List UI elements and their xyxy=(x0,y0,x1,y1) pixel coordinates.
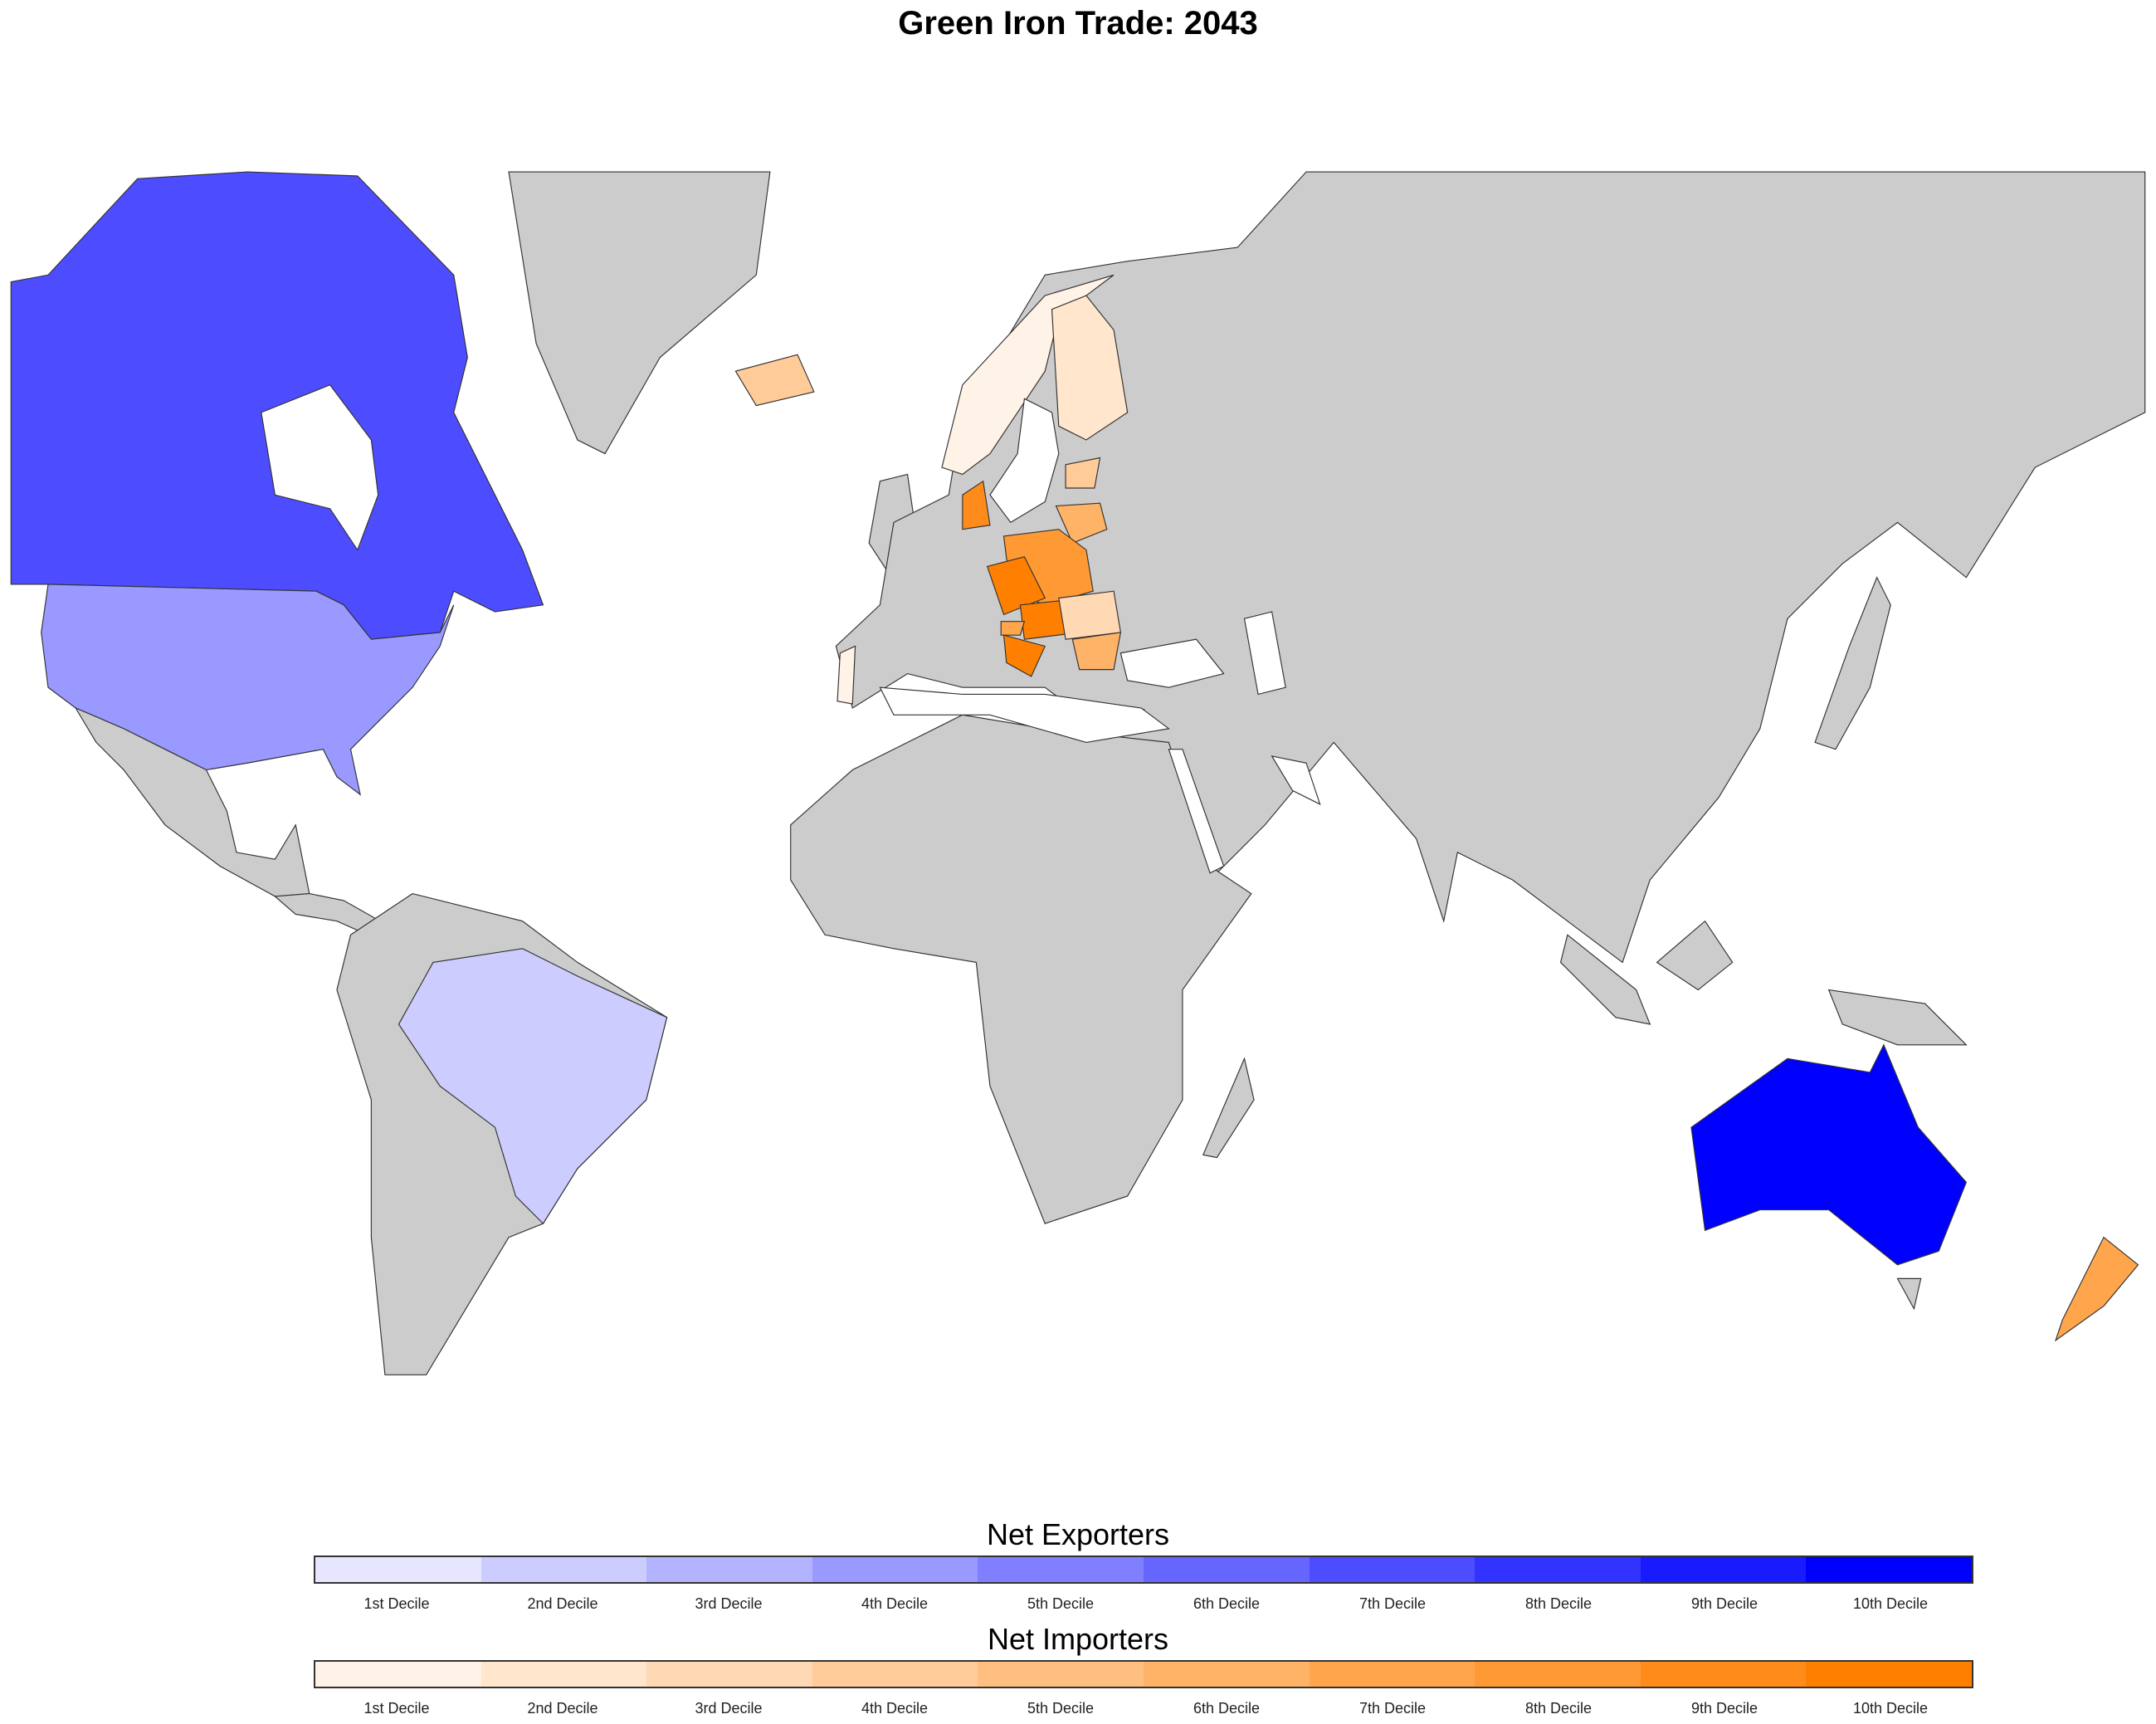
country-dnk xyxy=(962,480,991,530)
country-grl xyxy=(508,171,771,455)
legend-importers-title: Net Importers xyxy=(987,1622,1169,1656)
legend-importers-label-6: 6th Decile xyxy=(1193,1700,1261,1717)
legend-exporters-label-3: 3rd Decile xyxy=(695,1595,763,1612)
country-tas xyxy=(1896,1277,1922,1311)
legend-importers-swatch-8 xyxy=(1475,1662,1641,1687)
country-jpn xyxy=(1814,576,1891,750)
legend-exporters-swatch-10 xyxy=(1806,1557,1972,1582)
country-bra xyxy=(398,948,668,1225)
legend-exporters-swatch-1 xyxy=(315,1557,481,1582)
red-sea xyxy=(1168,749,1225,874)
legend-importers-swatch-2 xyxy=(480,1662,647,1687)
legend-importers-label-4: 4th Decile xyxy=(861,1700,929,1717)
legend-importers-swatch-1 xyxy=(315,1662,481,1687)
country-svn xyxy=(1000,621,1026,636)
legend-importers-label-1: 1st Decile xyxy=(363,1700,430,1717)
legend-exporters-swatch-9 xyxy=(1640,1557,1807,1582)
legend-importers-swatch-7 xyxy=(1309,1662,1476,1687)
caspian-sea xyxy=(1243,611,1286,696)
legend-exporters-label-8: 8th Decile xyxy=(1524,1595,1593,1612)
legend-importers-label-3: 3rd Decile xyxy=(695,1700,763,1717)
legend-exporters-colorbar xyxy=(314,1556,1973,1584)
legend-importers-label-5: 5th Decile xyxy=(1027,1700,1095,1717)
legend-exporters-swatch-4 xyxy=(812,1557,978,1582)
country-idn1 xyxy=(1559,934,1651,1025)
persian-gulf xyxy=(1271,755,1321,806)
legend-importers-label-2: 2nd Decile xyxy=(527,1700,598,1717)
country-hrv xyxy=(1002,634,1046,677)
country-prt xyxy=(837,645,856,705)
legend-importers-swatch-9 xyxy=(1640,1662,1807,1687)
baltic-sea xyxy=(989,398,1060,524)
country-cze xyxy=(986,556,1046,616)
country-aus xyxy=(1690,1043,1968,1266)
legend-importers-label-9: 9th Decile xyxy=(1690,1700,1758,1717)
country-est xyxy=(1065,457,1101,489)
black-sea xyxy=(1119,638,1225,688)
country-bgr xyxy=(1071,632,1122,671)
country-idn3 xyxy=(1827,989,1968,1046)
legend-exporters-labels: 1st Decile 2nd Decile 3rd Decile 4th Decile… xyxy=(314,1595,1973,1613)
country-idn2 xyxy=(1656,920,1734,991)
hudson-bay xyxy=(261,384,379,551)
country-afr xyxy=(790,714,1252,1224)
legend-importers-labels: 1st Decile 2nd Decile 3rd Decile 4th Decile… xyxy=(314,1700,1973,1717)
legend-exporters-label-1: 1st Decile xyxy=(363,1595,430,1612)
country-nor xyxy=(941,274,1115,476)
legend-exporters-swatch-8 xyxy=(1475,1557,1641,1582)
legend-exporters-title: Net Exporters xyxy=(986,1517,1170,1551)
country-rou xyxy=(1058,590,1122,640)
legend-exporters-swatch-2 xyxy=(480,1557,647,1582)
legend-importers-label-8: 8th Decile xyxy=(1524,1700,1593,1717)
legend-exporters-swatch-7 xyxy=(1309,1557,1476,1582)
legend-exporters-swatch-6 xyxy=(1143,1557,1310,1582)
legend-importers-swatch-6 xyxy=(1143,1662,1310,1687)
legend-exporters-label-2: 2nd Decile xyxy=(527,1595,598,1612)
country-isl xyxy=(734,354,815,407)
legend-exporters-label-5: 5th Decile xyxy=(1027,1595,1095,1612)
legend-exporters-label-9: 9th Decile xyxy=(1690,1595,1758,1612)
chart-title: Green Iron Trade: 2043 xyxy=(898,5,1258,42)
legend-importers-swatch-10 xyxy=(1806,1662,1972,1687)
country-can xyxy=(10,171,544,640)
legend-exporters-label-6: 6th Decile xyxy=(1193,1595,1261,1612)
legend-exporters-swatch-3 xyxy=(646,1557,812,1582)
country-ltu xyxy=(1055,502,1108,544)
legend-importers-label-10: 10th Decile xyxy=(1852,1700,1929,1717)
mediterranean-sea xyxy=(879,686,1170,743)
legend-exporters-label-7: 7th Decile xyxy=(1358,1595,1427,1612)
country-fin xyxy=(1051,295,1129,441)
country-mdg xyxy=(1202,1057,1255,1159)
legend-exporters-swatch-5 xyxy=(978,1557,1144,1582)
legend-importers-swatch-3 xyxy=(646,1662,812,1687)
legend-importers-colorbar xyxy=(314,1660,1973,1688)
legend-importers-swatch-4 xyxy=(812,1662,978,1687)
country-mex xyxy=(74,706,310,897)
country-nzl xyxy=(2054,1236,2139,1342)
legend-importers-swatch-5 xyxy=(978,1662,1144,1687)
legend-exporters-label-4: 4th Decile xyxy=(861,1595,929,1612)
legend-importers-label-7: 7th Decile xyxy=(1358,1700,1427,1717)
legend-exporters-label-10: 10th Decile xyxy=(1852,1595,1929,1612)
